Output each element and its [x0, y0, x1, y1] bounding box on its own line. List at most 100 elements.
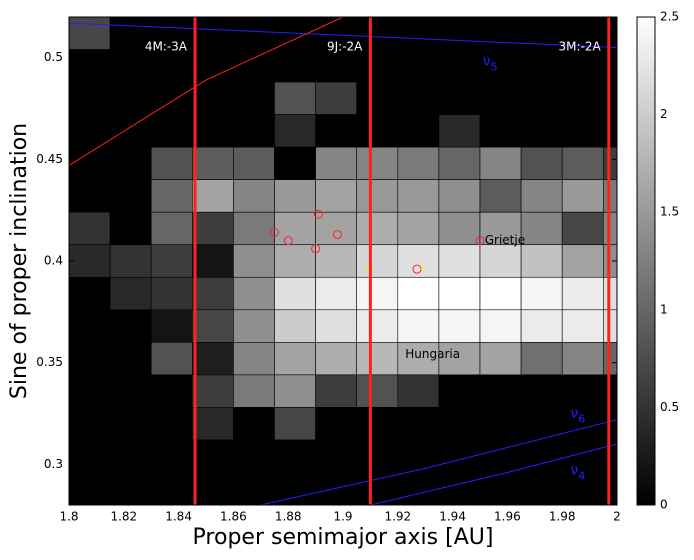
heatmap-cell: [520, 146, 563, 180]
colorbar-tick-label: 0.5: [660, 400, 679, 414]
asteroid: [283, 236, 293, 246]
marker: [366, 267, 370, 271]
heatmap-cell: [561, 17, 604, 50]
heatmap-cell: [397, 439, 440, 473]
heatmap-cell: [233, 309, 275, 343]
annotation: Hungaria: [405, 347, 460, 361]
heatmap-cell: [150, 309, 193, 343]
curve-label: ν5: [483, 54, 498, 74]
heatmap-cell: [315, 407, 358, 441]
curve: [370, 443, 617, 505]
heatmap-cell: [479, 439, 522, 473]
marker: [420, 267, 424, 271]
asteroid: [333, 230, 343, 240]
heatmap-cell: [315, 49, 358, 83]
heatmap-cell: [233, 17, 275, 50]
heatmap-cell: [356, 439, 399, 473]
y-tick-label: 0.45: [36, 152, 63, 166]
curve-label: ν6: [570, 406, 585, 426]
curve: [260, 419, 617, 505]
heatmap-cell: [315, 374, 358, 408]
heatmap-cell: [69, 472, 111, 505]
heatmap-cell: [561, 114, 604, 148]
heatmap-cell: [561, 342, 604, 376]
heatmap-cell: [397, 49, 440, 83]
heatmap-cell: [274, 472, 316, 505]
heatmap-cell: [233, 114, 275, 148]
y-tick-label: 0.3: [44, 457, 63, 471]
heatmap-cell: [315, 309, 358, 343]
x-tick-label: 1.82: [110, 510, 137, 524]
heatmap-cell: [438, 179, 481, 213]
x-axis-label: Proper semimajor axis [AU]: [193, 525, 494, 550]
heatmap-cell: [438, 49, 481, 83]
heatmap-cell: [274, 374, 316, 408]
heatmap-cell: [69, 439, 111, 473]
heatmap-cell: [69, 276, 111, 311]
heatmap-cell: [192, 17, 234, 50]
heatmap-cell: [356, 276, 399, 311]
heatmap-cell: [561, 309, 604, 343]
x-tick-label: 1.8: [59, 510, 78, 524]
asteroid: [311, 244, 321, 254]
heatmap-cell: [274, 309, 316, 343]
heatmap-cell: [233, 81, 275, 115]
heatmap-cell: [192, 114, 234, 148]
asteroid: [475, 236, 485, 246]
heatmap-cell: [520, 49, 563, 83]
heatmap-cell: [150, 49, 193, 83]
heatmap-cell: [150, 439, 193, 473]
colorbar-tick-label: 2.5: [660, 10, 679, 24]
x-tick-label: 1.98: [549, 510, 576, 524]
heatmap-cell: [561, 179, 604, 213]
heatmap-cell: [109, 309, 152, 343]
heatmap-cell: [109, 179, 152, 213]
heatmap-cell: [274, 407, 316, 441]
heatmap-cell: [356, 374, 399, 408]
heatmap-cell: [479, 374, 522, 408]
heatmap-cell: [109, 17, 152, 50]
heatmap-cell: [397, 146, 440, 180]
heatmap-cell: [315, 114, 358, 148]
x-tick-label: 1.9: [333, 510, 352, 524]
heatmap-cell: [315, 81, 358, 115]
heatmap-cell: [438, 81, 481, 115]
heatmap-cell: [109, 81, 152, 115]
heatmap-cell: [109, 342, 152, 376]
y-tick-label: 0.5: [44, 50, 63, 64]
heatmap-cell: [479, 146, 522, 180]
heatmap-cell: [397, 211, 440, 246]
heatmap-cell: [109, 472, 152, 505]
heatmap-cell: [192, 211, 234, 246]
x-tick-label: 2: [613, 510, 621, 524]
heatmap-cell: [438, 309, 481, 343]
heatmap-cell: [479, 17, 522, 50]
heatmap-cell: [274, 244, 316, 278]
heatmap-cell: [520, 114, 563, 148]
x-tick-label: 1.86: [220, 510, 247, 524]
heatmap-cell: [150, 179, 193, 213]
heatmap-cell: [397, 309, 440, 343]
asteroid: [270, 228, 279, 238]
annotation: Grietje: [485, 233, 525, 247]
heatmap-cell: [150, 407, 193, 441]
heatmap-cell: [150, 342, 193, 376]
heatmap-cell: [438, 17, 481, 50]
heatmap-cell: [69, 114, 111, 148]
heatmap-cell: [397, 342, 440, 376]
axes: 1.8 1.82 1.84 1.86 1.88 1.9 1.92 1.94 1.96 1.98 2 0…: [36, 10, 679, 524]
heatmap-cell: [315, 146, 358, 180]
heatmap-cell: [109, 276, 152, 311]
heatmap-cell: [356, 407, 399, 441]
curve-label: ν4: [570, 462, 585, 482]
x-tick-label: 1.84: [165, 510, 192, 524]
heatmap-cell: [233, 374, 275, 408]
heatmap-cell: [274, 342, 316, 376]
heatmap-cell: [438, 211, 481, 246]
heatmap-cell: [479, 407, 522, 441]
heatmap-cell: [520, 407, 563, 441]
colorbar: [636, 16, 656, 506]
